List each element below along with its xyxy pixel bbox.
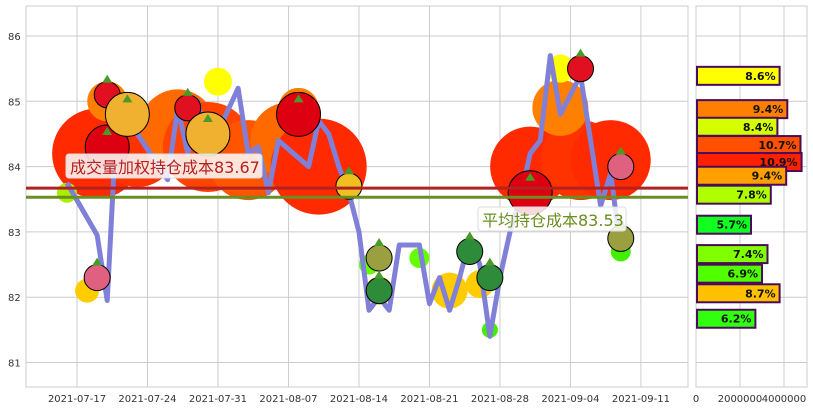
volume-bubble (203, 67, 232, 96)
label-box (477, 206, 627, 232)
corn-icon (335, 166, 363, 200)
corn-icon-body (335, 172, 363, 200)
pear-icon-body (365, 244, 393, 272)
strawberry-icon-leaf (182, 87, 193, 96)
watermelon-icon (365, 270, 393, 305)
y-tick-label: 81 (8, 359, 21, 370)
x-tick-label: 2021-08-14 (330, 394, 388, 405)
apple-icon-leaf (525, 172, 536, 181)
pineapple-icon (104, 91, 150, 137)
pear-icon (365, 238, 393, 272)
volume-bar (696, 308, 757, 329)
average-cost-text: 平均持仓成本83.53 (482, 211, 624, 230)
corn-icon-leaf (343, 166, 354, 175)
volume-bar (696, 184, 772, 205)
strawberry-icon (567, 48, 594, 83)
volume-percent-label: 8.7% (745, 287, 776, 300)
volume-percent-label: 6.9% (727, 268, 758, 281)
pineapple-icon-body (104, 91, 150, 137)
volume-percent-label: 9.4% (752, 170, 783, 183)
y-tick-label: 84 (8, 163, 21, 174)
volume-percent-label: 5.7% (716, 219, 747, 232)
apple-icon (276, 91, 322, 137)
watermelon-icon-leaf (374, 270, 385, 279)
x-tick-label: 2021-07-17 (48, 394, 106, 405)
strawberry-icon-body (567, 55, 594, 83)
x-tick-label: 2021-09-11 (612, 394, 670, 405)
x-tick-label: 2000000 (718, 394, 763, 405)
watermelon-icon-body (456, 237, 484, 265)
watermelon-icon (476, 257, 504, 292)
pear-icon-leaf (374, 238, 385, 247)
y-tick-label: 83 (8, 228, 21, 239)
strawberry-icon (174, 87, 202, 122)
watermelon-icon (456, 231, 484, 265)
x-tick-label: 2021-08-21 (400, 394, 458, 405)
x-tick-label: 2021-08-07 (259, 394, 317, 405)
radish-icon-body (607, 153, 635, 181)
volume-percent-label: 7.4% (733, 248, 764, 261)
weighted-cost-text: 成交量加权持仓成本83.67 (70, 158, 260, 177)
volume-percent-label: 10.7% (758, 139, 796, 152)
strawberry-icon-leaf (575, 48, 586, 57)
volume-bar (696, 263, 763, 284)
apple-icon (507, 170, 553, 216)
x-tick-label: 2021-07-24 (118, 394, 176, 405)
x-tick-label: 0 (693, 394, 699, 405)
radish-icon-leaf (615, 146, 626, 155)
apple-icon-leaf (102, 127, 113, 136)
volume-bar (696, 283, 781, 304)
pineapple-icon-leaf (202, 113, 213, 122)
y-tick-label: 86 (8, 32, 21, 43)
pineapple-icon (185, 111, 231, 157)
x-tick-label: 2021-07-31 (189, 394, 247, 405)
volume-percent-label: 9.4% (753, 103, 784, 116)
volume-percent-label: 8.6% (745, 70, 776, 83)
volume-bar (696, 214, 752, 235)
y-tick-label: 85 (8, 97, 21, 108)
apple-icon-body (276, 91, 322, 137)
watermelon-icon-body (476, 264, 504, 292)
radish-icon (607, 146, 635, 181)
apple-icon-leaf (293, 94, 304, 103)
plot-content (52, 48, 651, 339)
volume-bar (696, 244, 769, 265)
radish-icon-body (83, 264, 111, 292)
volume-bar (696, 65, 781, 86)
watermelon-icon-leaf (464, 231, 475, 240)
x-tick-label: 4000000 (762, 394, 807, 405)
x-tick-label: 2021-08-28 (471, 394, 529, 405)
radish-icon (83, 257, 111, 292)
weighted-cost-label: 成交量加权持仓成本83.67 (65, 153, 263, 179)
volume-percent-label: 7.8% (736, 189, 767, 202)
x-tick-label: 2021-09-04 (541, 394, 599, 405)
radish-icon-leaf (92, 257, 103, 266)
y-tick-label: 82 (8, 293, 21, 304)
pineapple-icon-leaf (122, 94, 133, 103)
price-line (64, 53, 624, 339)
watermelon-icon-leaf (484, 257, 495, 266)
label-box (65, 153, 263, 179)
strawberry-icon-leaf (102, 74, 113, 83)
volume-percent-label: 6.2% (721, 313, 752, 326)
average-cost-label: 平均持仓成本83.53 (477, 206, 627, 232)
volume-percent-label: 8.4% (743, 121, 774, 134)
watermelon-icon-body (365, 277, 393, 305)
